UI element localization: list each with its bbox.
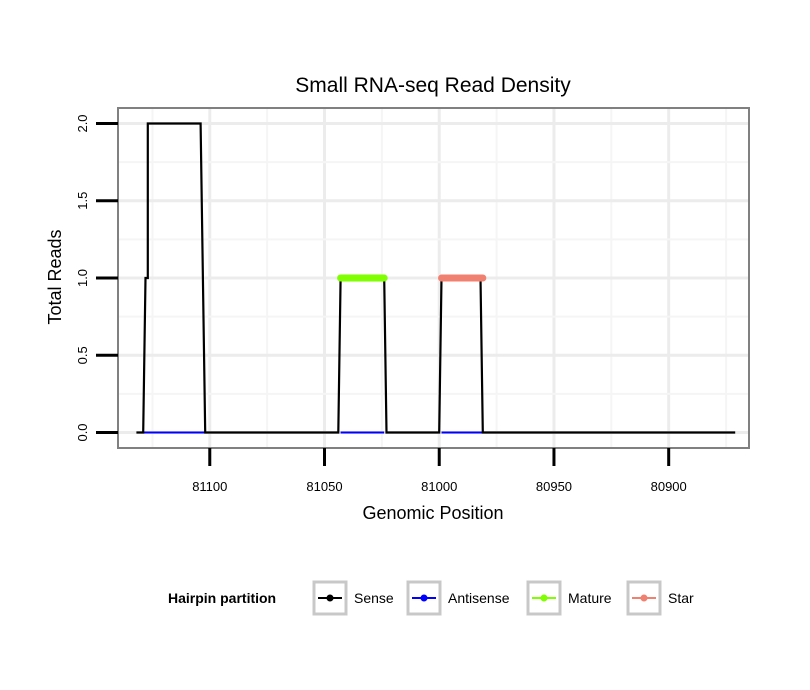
- x-axis: 81100 81050 81000 80950 80900: [192, 448, 687, 494]
- legend-item-antisense: Antisense: [406, 580, 510, 616]
- legend-item-star: Star: [626, 580, 694, 616]
- x-tick-label: 81050: [306, 479, 342, 494]
- y-tick-label: 1.0: [75, 269, 90, 287]
- legend-key-point: [326, 594, 334, 602]
- y-tick-label: 1.5: [75, 192, 90, 210]
- legend-label: Mature: [568, 590, 612, 606]
- x-axis-title: Genomic Position: [362, 503, 503, 523]
- x-tick-label: 81100: [192, 479, 227, 494]
- x-tick-label: 80900: [651, 479, 687, 494]
- legend-key-point: [640, 594, 648, 602]
- y-tick-label: 0.5: [75, 346, 90, 364]
- legend-label: Sense: [354, 590, 394, 606]
- y-axis-title: Total Reads: [45, 229, 65, 324]
- grid: [118, 108, 749, 448]
- y-tick-label: 0.0: [75, 423, 90, 441]
- legend: Hairpin partition Sense Antisense Mature St…: [168, 580, 694, 616]
- x-tick-label: 81000: [421, 479, 457, 494]
- legend-label: Antisense: [448, 590, 510, 606]
- y-axis: 0.0 0.5 1.0 1.5 2.0: [75, 114, 118, 442]
- chart-title: Small RNA-seq Read Density: [295, 74, 571, 97]
- x-tick-label: 80950: [536, 479, 572, 494]
- legend-key-point: [420, 594, 428, 602]
- legend-label: Star: [668, 590, 694, 606]
- legend-title: Hairpin partition: [168, 590, 276, 606]
- y-tick-label: 2.0: [75, 114, 90, 132]
- data-marks: [136, 122, 736, 434]
- legend-item-mature: Mature: [526, 580, 612, 616]
- legend-item-sense: Sense: [312, 580, 394, 616]
- legend-key-point: [540, 594, 548, 602]
